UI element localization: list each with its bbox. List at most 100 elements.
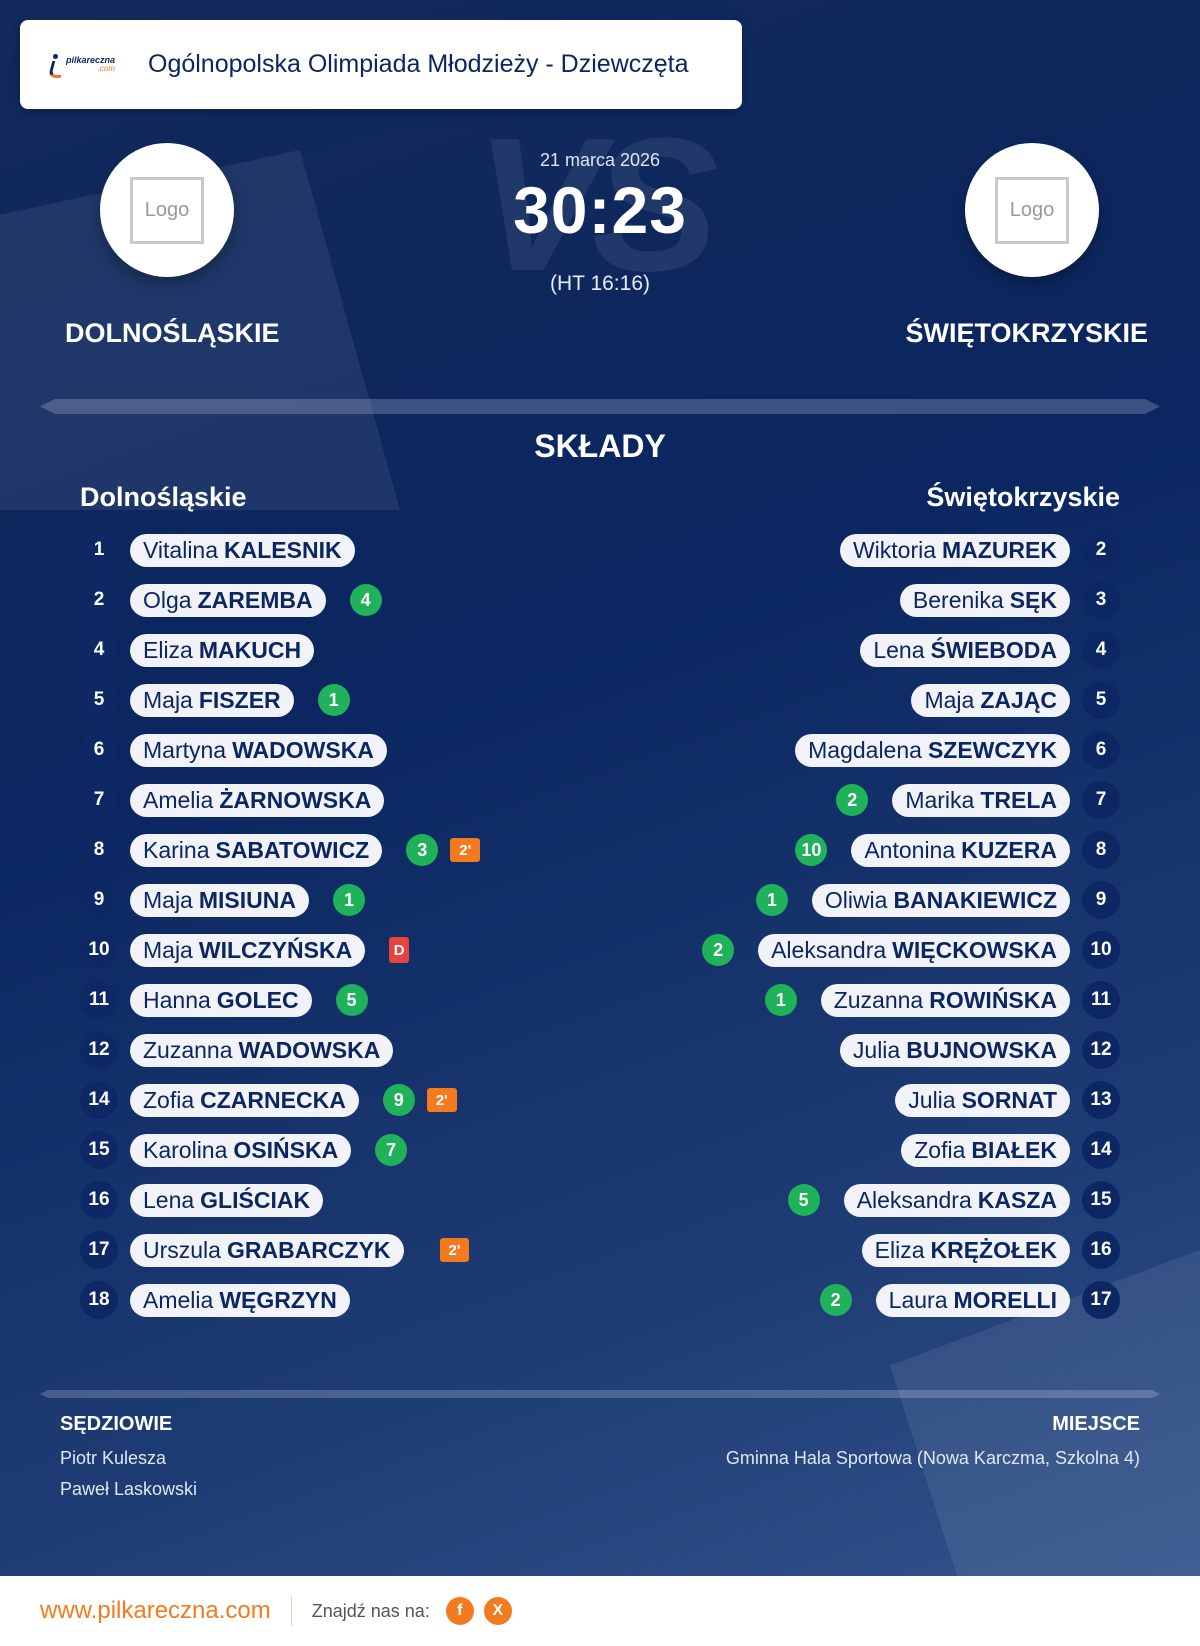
player-row: 13 Julia SORNAT bbox=[702, 1075, 1120, 1125]
referees-section: SĘDZIOWIE Piotr Kulesza Paweł Laskowski bbox=[60, 1413, 197, 1510]
player-first-name: Lena bbox=[873, 636, 925, 663]
disqualification-badge: D bbox=[389, 937, 410, 963]
player-row: 2 Olga ZAREMBA 4 bbox=[80, 575, 480, 625]
player-name[interactable]: Martyna WADOWSKA bbox=[130, 733, 387, 767]
player-name[interactable]: Magdalena SZEWCZYK bbox=[795, 733, 1070, 767]
home-team-logo: Logo bbox=[100, 143, 234, 277]
player-last-name: MAKUCH bbox=[198, 636, 302, 663]
shirt-number: 6 bbox=[1082, 731, 1120, 769]
player-name[interactable]: Karolina OSIŃSKA bbox=[130, 1133, 352, 1167]
player-name[interactable]: Karina SABATOWICZ bbox=[130, 833, 383, 867]
player-name[interactable]: Oliwia BANAKIEWICZ bbox=[811, 883, 1070, 917]
player-last-name: KRĘŻOŁEK bbox=[930, 1236, 1058, 1263]
player-row: 11 Zuzanna ROWIŃSKA 1 bbox=[702, 975, 1120, 1025]
logo-placeholder-icon: Logo bbox=[130, 176, 204, 244]
goals-badge: 1 bbox=[755, 884, 788, 916]
player-name[interactable]: Amelia ŻARNOWSKA bbox=[130, 783, 385, 817]
player-row: 8 Antonina KUZERA 10 bbox=[702, 825, 1120, 875]
player-name[interactable]: Julia SORNAT bbox=[895, 1083, 1070, 1117]
shirt-number: 6 bbox=[80, 731, 118, 769]
player-name[interactable]: Eliza KRĘŻOŁEK bbox=[861, 1233, 1070, 1267]
player-name[interactable]: Aleksandra KASZA bbox=[843, 1183, 1070, 1217]
player-name[interactable]: Amelia WĘGRZYN bbox=[130, 1283, 350, 1317]
player-last-name: CZARNECKA bbox=[200, 1086, 346, 1113]
player-last-name: WADOWSKA bbox=[238, 1036, 381, 1063]
player-name[interactable]: Antonina KUZERA bbox=[851, 833, 1070, 867]
player-last-name: WĘGRZYN bbox=[219, 1286, 337, 1313]
player-name[interactable]: Zofia BIAŁEK bbox=[901, 1133, 1070, 1167]
brand-name: pilkareczna bbox=[66, 55, 116, 65]
player-name[interactable]: Zofia CZARNECKA bbox=[130, 1083, 359, 1117]
player-name[interactable]: Marika TRELA bbox=[892, 783, 1070, 817]
shirt-number: 15 bbox=[1082, 1181, 1120, 1219]
player-name[interactable]: Laura MORELLI bbox=[875, 1283, 1070, 1317]
player-name[interactable]: Hanna GOLEC bbox=[130, 983, 312, 1017]
player-name[interactable]: Maja WILCZYŃSKA bbox=[130, 933, 366, 967]
shirt-number: 4 bbox=[80, 631, 118, 669]
player-name[interactable]: Maja MISIUNA bbox=[130, 883, 309, 917]
player-row: 7 Marika TRELA 2 bbox=[702, 775, 1120, 825]
player-row: 6 Martyna WADOWSKA bbox=[80, 725, 480, 775]
player-name[interactable]: Wiktoria MAZUREK bbox=[839, 533, 1070, 567]
player-name[interactable]: Maja ZAJĄC bbox=[911, 683, 1070, 717]
player-last-name: MAZUREK bbox=[942, 536, 1057, 563]
player-name[interactable]: Lena GLIŚCIAK bbox=[130, 1183, 324, 1217]
goals-badge: 2 bbox=[702, 934, 735, 966]
player-last-name: ŻARNOWSKA bbox=[219, 786, 372, 813]
player-name[interactable]: Olga ZAREMBA bbox=[130, 583, 326, 617]
shirt-number: 17 bbox=[1082, 1281, 1120, 1319]
player-row: 5 Maja FISZER 1 bbox=[80, 675, 480, 725]
player-row: 11 Hanna GOLEC 5 bbox=[80, 975, 480, 1025]
player-name[interactable]: Urszula GRABARCZYK bbox=[130, 1233, 404, 1267]
player-name[interactable]: Berenika SĘK bbox=[899, 583, 1070, 617]
player-name[interactable]: Vitalina KALESNIK bbox=[130, 533, 355, 567]
player-last-name: OSIŃSKA bbox=[233, 1136, 339, 1163]
shirt-number: 10 bbox=[1082, 931, 1120, 969]
divider bbox=[40, 1390, 1160, 1398]
player-row: 2 Wiktoria MAZUREK bbox=[702, 525, 1120, 575]
player-name[interactable]: Lena ŚWIEBODA bbox=[860, 633, 1070, 667]
player-last-name: SĘK bbox=[1009, 586, 1057, 613]
player-last-name: GOLEC bbox=[216, 986, 299, 1013]
player-first-name: Hanna bbox=[143, 986, 211, 1013]
suspension-badge: 2' bbox=[450, 838, 481, 862]
player-row: 17 Urszula GRABARCZYK 2' bbox=[80, 1225, 480, 1275]
player-row: 18 Amelia WĘGRZYN bbox=[80, 1275, 480, 1325]
player-name[interactable]: Maja FISZER bbox=[130, 683, 294, 717]
goals-badge: 10 bbox=[795, 834, 828, 866]
player-first-name: Lena bbox=[143, 1186, 195, 1213]
goals-badge: 1 bbox=[764, 984, 797, 1016]
player-last-name: KALESNIK bbox=[224, 536, 342, 563]
shirt-number: 16 bbox=[80, 1181, 118, 1219]
suspension-badge: 2' bbox=[426, 1088, 457, 1112]
home-lineup: 1 Vitalina KALESNIK 2 Olga ZAREMBA 4 4 Eliza MAKU… bbox=[80, 525, 481, 1325]
player-row: 7 Amelia ŻARNOWSKA bbox=[80, 775, 480, 825]
player-first-name: Karina bbox=[143, 836, 210, 863]
x-icon[interactable]: X bbox=[483, 1597, 512, 1625]
facebook-icon[interactable]: f bbox=[445, 1597, 474, 1625]
player-name[interactable]: Eliza MAKUCH bbox=[130, 633, 315, 667]
player-name[interactable]: Julia BUJNOWSKA bbox=[839, 1033, 1070, 1067]
match-date: 21 marca 2026 bbox=[539, 150, 661, 170]
player-last-name: ŚWIEBODA bbox=[930, 636, 1058, 663]
goals-badge: 3 bbox=[406, 834, 439, 866]
player-name[interactable]: Aleksandra WIĘCKOWSKA bbox=[758, 933, 1070, 967]
shirt-number: 8 bbox=[80, 831, 118, 869]
shirt-number: 12 bbox=[80, 1031, 118, 1069]
pilkareczna-logo[interactable]: pilkareczna .com bbox=[50, 53, 140, 76]
player-last-name: BANAKIEWICZ bbox=[893, 886, 1057, 913]
venue-section: MIEJSCE Gminna Hala Sportowa (Nowa Karcz… bbox=[726, 1413, 1140, 1479]
website-link[interactable]: www.pilkareczna.com bbox=[40, 1597, 271, 1624]
player-row: 15 Karolina OSIŃSKA 7 bbox=[80, 1125, 480, 1175]
shirt-number: 12 bbox=[1082, 1031, 1120, 1069]
player-last-name: BUJNOWSKA bbox=[906, 1036, 1057, 1063]
player-last-name: SORNAT bbox=[961, 1086, 1057, 1113]
goals-badge: 9 bbox=[382, 1084, 415, 1116]
player-last-name: MISIUNA bbox=[198, 886, 296, 913]
player-last-name: TRELA bbox=[980, 786, 1057, 813]
competition-title: Ogólnopolska Olimpiada Młodzieży - Dziew… bbox=[148, 50, 689, 78]
player-name[interactable]: Zuzanna ROWIŃSKA bbox=[820, 983, 1070, 1017]
player-name[interactable]: Zuzanna WADOWSKA bbox=[130, 1033, 394, 1067]
shirt-number: 10 bbox=[80, 931, 118, 969]
goals-badge: 2 bbox=[819, 1284, 852, 1316]
